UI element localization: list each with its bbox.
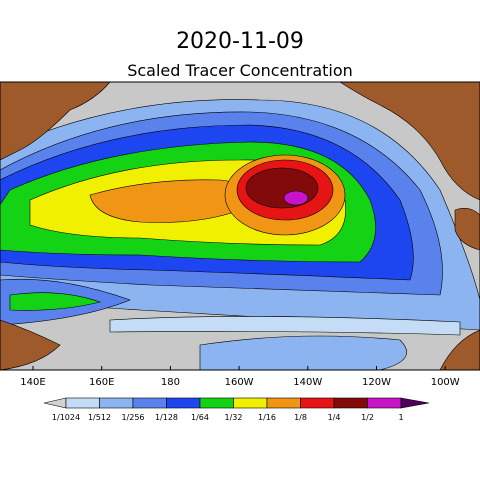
land — [338, 81, 480, 201]
land — [454, 208, 480, 251]
longitude-label: 180 — [161, 377, 180, 388]
contour — [283, 190, 309, 206]
longitude-label: 160W — [225, 377, 254, 388]
colorbar-box — [233, 397, 268, 409]
land — [0, 319, 61, 371]
contour — [9, 292, 102, 311]
colorbar-arrow — [43, 397, 67, 409]
longitude-label: 100W — [431, 377, 460, 388]
colorbar-label: 1/16 — [258, 413, 276, 422]
colorbar-box — [99, 397, 134, 409]
colorbar: 1/1024 1/512 1/256 1/128 1/64 1/32 1/16 1/8 1/4 1… — [43, 397, 430, 422]
colorbar-box — [367, 397, 402, 409]
colorbar-box — [300, 397, 335, 409]
longitude-label: 140E — [20, 377, 45, 388]
contour — [245, 167, 319, 209]
colorbar-label: 1/1024 — [52, 413, 80, 422]
subtitle: Scaled Tracer Concentration — [127, 61, 353, 80]
colorbar-label: 1 — [398, 413, 403, 422]
colorbar-label: 1/4 — [328, 413, 341, 422]
colorbar-label: 1/32 — [225, 413, 243, 422]
map-frame — [0, 81, 480, 371]
colorbar-box — [266, 397, 301, 409]
colorbar-label: 1/128 — [155, 413, 178, 422]
contour — [199, 335, 407, 371]
colorbar-box — [132, 397, 167, 409]
colorbar-label: 1/64 — [191, 413, 209, 422]
colorbar-label: 1/8 — [294, 413, 307, 422]
land — [0, 81, 111, 161]
map — [0, 81, 480, 371]
colorbar-label: 1/2 — [361, 413, 374, 422]
colorbar-arrow — [400, 397, 430, 409]
longitude-label: 120W — [362, 377, 391, 388]
longitude-axis: 140E 160E 180 160W 140W 120W 100W — [20, 366, 460, 388]
colorbar-box — [199, 397, 234, 409]
title: 2020-11-09 — [176, 29, 304, 54]
longitude-label: 160E — [89, 377, 114, 388]
colorbar-box — [65, 397, 100, 409]
colorbar-box — [166, 397, 201, 409]
colorbar-label: 1/512 — [88, 413, 111, 422]
land — [439, 329, 480, 371]
colorbar-box — [333, 397, 368, 409]
colorbar-label: 1/256 — [121, 413, 144, 422]
contour — [109, 316, 461, 336]
longitude-label: 140W — [293, 377, 322, 388]
